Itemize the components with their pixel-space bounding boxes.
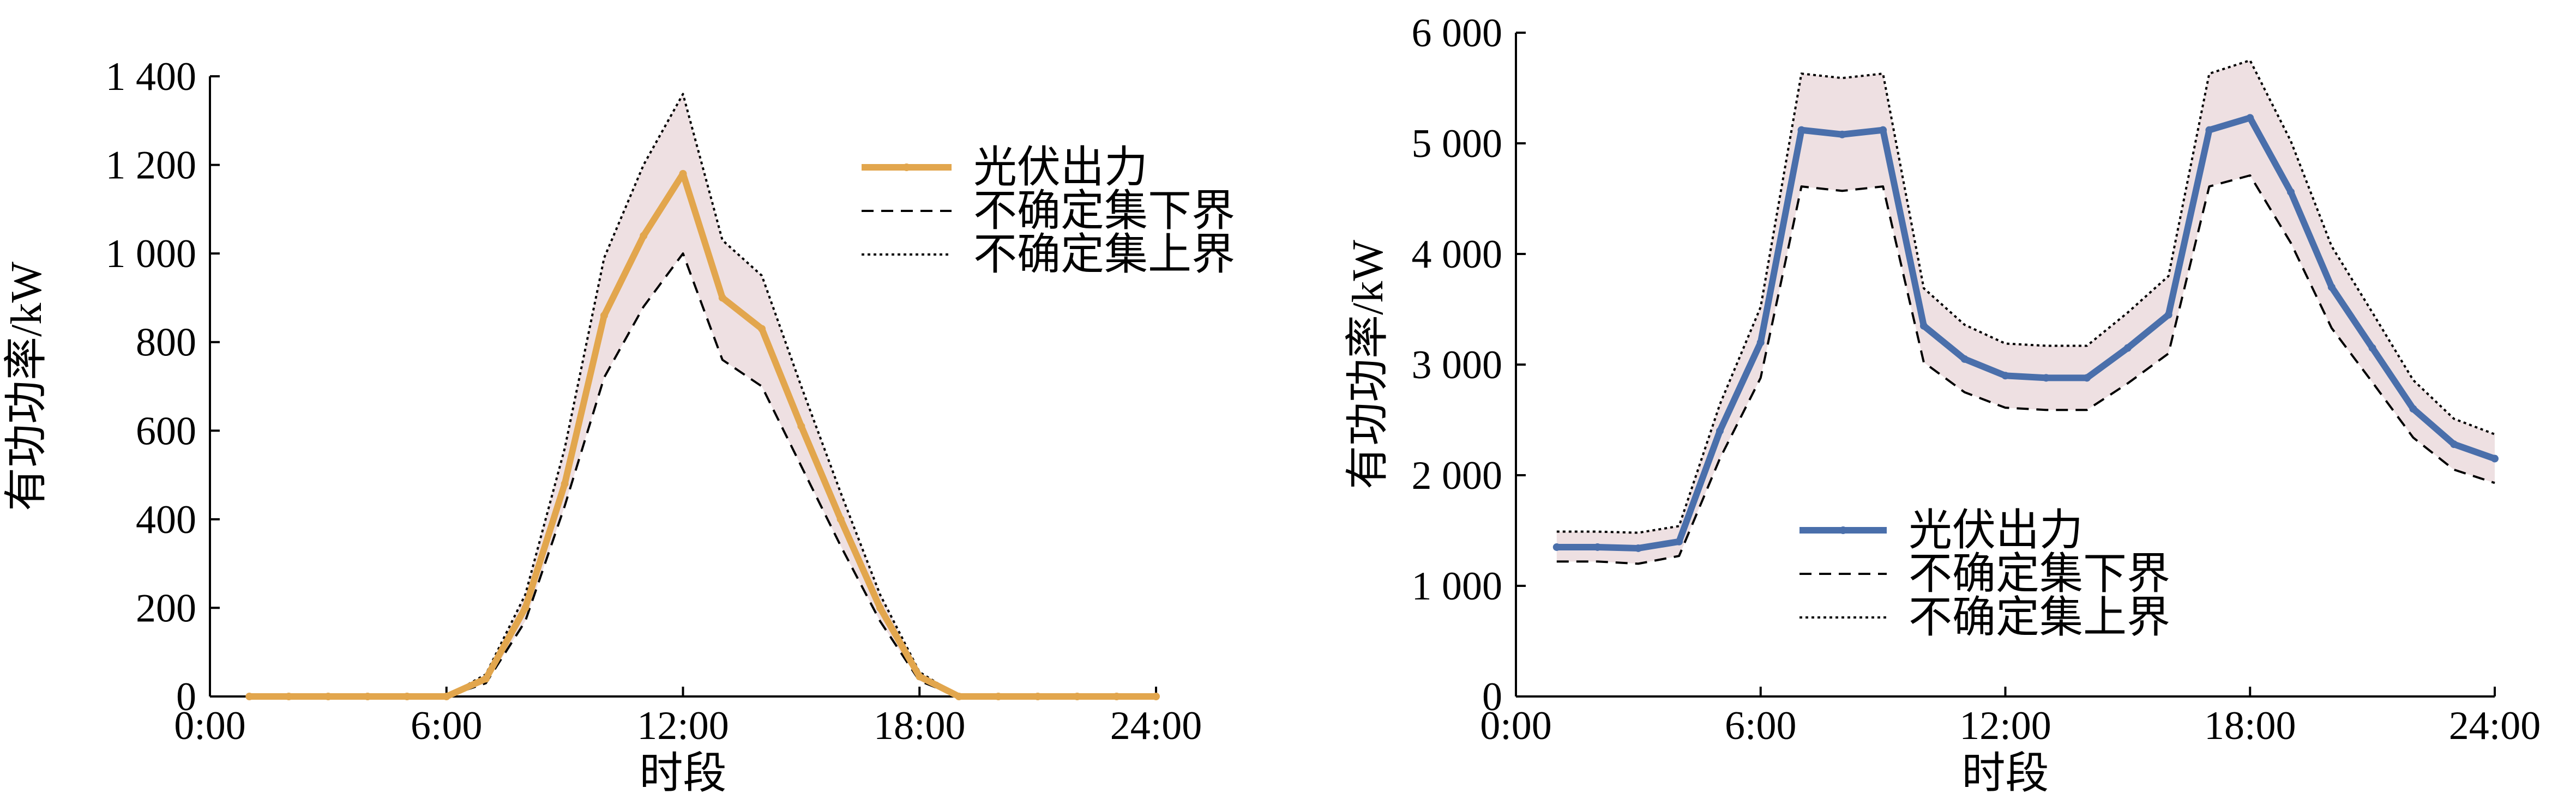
data-point: [245, 693, 254, 700]
data-point: [403, 693, 411, 700]
x-tick-label: 0:00: [1480, 704, 1552, 748]
left-chart-panel: 0:00 6:00 12:00 18:00 24:00 0 200 400 600 800 1 00…: [3, 54, 1235, 798]
data-point: [600, 311, 608, 319]
series-line-dashed: [249, 252, 1156, 698]
legend-marker: [1839, 526, 1847, 534]
legend-label: 光伏出力: [1909, 507, 2083, 555]
y-tick-label: 0: [176, 675, 196, 719]
data-point: [521, 604, 529, 612]
y-tick-label: 1 000: [106, 232, 197, 276]
data-point: [1960, 355, 1969, 363]
series-line-solid: [1556, 114, 2496, 552]
data-point: [324, 693, 332, 700]
data-point: [561, 480, 569, 488]
data-point: [1034, 693, 1042, 700]
x-tick-label: 0:00: [174, 704, 246, 748]
data-point: [1634, 544, 1642, 552]
data-point: [758, 325, 766, 333]
y-tick-label: 1 400: [106, 54, 197, 99]
data-point: [994, 693, 1002, 700]
data-point: [364, 693, 372, 700]
x-tick-label: 18:00: [874, 704, 966, 748]
data-point: [836, 515, 845, 523]
x-tick-label: 6:00: [411, 704, 483, 748]
y-tick-label: 800: [136, 320, 196, 365]
x-axis-label: 时段: [1962, 750, 2049, 798]
legend-label: 不确定集上界: [973, 231, 1235, 279]
y-axis-label: 有功功率/kW: [3, 262, 51, 511]
data-point: [1675, 537, 1683, 546]
y-axis-label: 有功功率/kW: [1344, 240, 1392, 489]
data-point: [482, 675, 490, 683]
x-tick-label: 24:00: [1110, 704, 1202, 748]
data-point: [2001, 372, 2009, 380]
data-point: [1073, 693, 1081, 700]
y-tick-label: 0: [1482, 675, 1502, 719]
data-point: [2205, 126, 2213, 134]
y-tick-label: 400: [136, 498, 196, 542]
x-tick-label: 6:00: [1725, 704, 1797, 748]
data-point: [285, 693, 293, 700]
y-tick-label: 2 000: [1412, 453, 1503, 498]
data-point: [2083, 374, 2091, 382]
data-point: [2450, 440, 2458, 449]
data-point: [2042, 374, 2050, 382]
data-point: [916, 672, 924, 681]
legend-label: 不确定集下界: [1909, 550, 2170, 598]
y-tick-label: 1 000: [1412, 564, 1503, 609]
data-point: [2491, 455, 2499, 463]
x-tick-label: 12:00: [637, 704, 729, 748]
data-point: [679, 169, 687, 178]
y-tick-label: 5 000: [1412, 122, 1503, 166]
data-point: [1879, 126, 1887, 134]
data-point: [955, 693, 963, 700]
data-point: [718, 294, 726, 302]
data-point: [1716, 427, 1724, 435]
x-tick-label: 12:00: [1959, 704, 2051, 748]
uncertainty-band: [249, 94, 1157, 696]
legend-label: 不确定集下界: [973, 187, 1235, 235]
data-point: [1838, 130, 1846, 138]
data-point: [2246, 114, 2254, 122]
y-tick-label: 3 000: [1412, 343, 1503, 387]
right-chart-panel: 0:00 6:00 12:00 18:00 24:00 0 1 000 2 000 3 000 4…: [1344, 11, 2541, 798]
data-point: [2368, 344, 2376, 352]
data-point: [442, 693, 450, 700]
x-axis-label: 时段: [640, 750, 727, 798]
data-point: [2287, 188, 2295, 196]
data-point: [1593, 543, 1602, 551]
data-point: [797, 422, 805, 431]
data-point: [1152, 693, 1160, 700]
y-tick-label: 6 000: [1412, 11, 1503, 56]
legend-label: 光伏出力: [973, 144, 1148, 192]
data-point: [1552, 543, 1561, 551]
data-point: [1797, 126, 1805, 134]
data-point: [2123, 344, 2132, 352]
data-point: [640, 232, 648, 240]
y-tick-label: 200: [136, 586, 196, 631]
data-point: [2327, 283, 2336, 291]
legend-marker: [902, 163, 911, 171]
series-line-solid: [249, 170, 1156, 700]
data-point: [876, 604, 884, 612]
y-tick-label: 600: [136, 409, 196, 453]
series-line-dashed: [1556, 174, 2495, 565]
data-point: [1756, 338, 1765, 347]
legend-label: 不确定集上界: [1909, 594, 2170, 642]
data-point: [2164, 311, 2172, 319]
x-tick-label: 24:00: [2449, 704, 2541, 748]
data-point: [1112, 693, 1121, 700]
y-tick-label: 1 200: [106, 143, 197, 188]
series-line-dotted: [1556, 59, 2495, 534]
data-point: [1919, 322, 1928, 330]
data-point: [2409, 405, 2417, 413]
y-tick-label: 4 000: [1412, 232, 1503, 277]
x-tick-label: 18:00: [2204, 704, 2296, 748]
